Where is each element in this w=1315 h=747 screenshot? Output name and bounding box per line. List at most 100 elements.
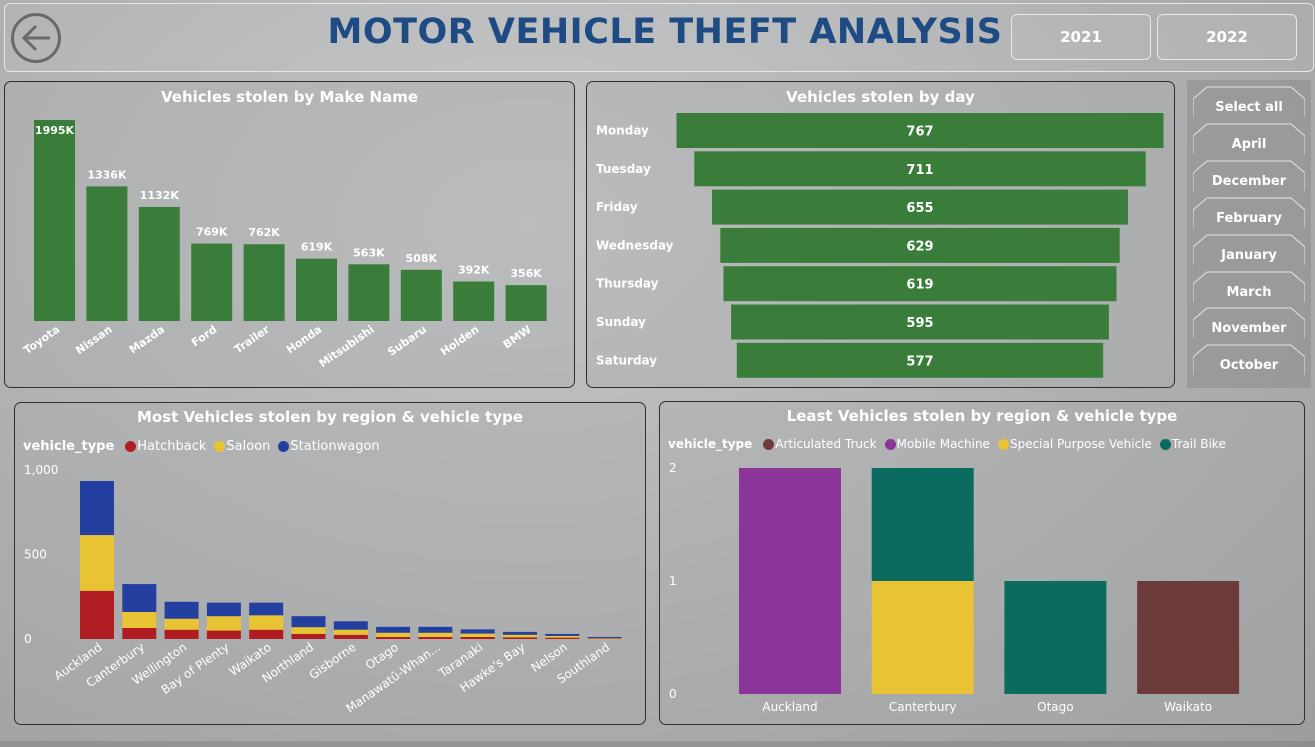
most-bar-hatchback[interactable] <box>249 629 284 639</box>
most-bar-saloon[interactable] <box>418 632 453 637</box>
make-data-label: 769K <box>196 226 228 239</box>
least-bar-trail-bike[interactable] <box>871 468 974 581</box>
day-category-label: Sunday <box>596 315 646 329</box>
most-bar-saloon[interactable] <box>333 629 368 635</box>
year-button-2021[interactable]: 2021 <box>1011 14 1151 60</box>
most-bar-hatchback[interactable] <box>376 636 411 639</box>
most-bar-saloon[interactable] <box>122 611 157 629</box>
legend-title: vehicle_type <box>668 437 753 451</box>
most-bar-saloon[interactable] <box>587 637 622 639</box>
make-bar-toyota[interactable] <box>34 120 75 321</box>
slicer-item-october[interactable]: October <box>1192 344 1306 376</box>
most-bar-stationwagon[interactable] <box>545 633 580 636</box>
least-bar-special-purpose-vehicle[interactable] <box>871 581 974 694</box>
most-bar-hatchback[interactable] <box>164 629 199 639</box>
most-bar-stationwagon[interactable] <box>249 602 284 616</box>
back-button[interactable] <box>11 13 61 63</box>
most-bar-saloon[interactable] <box>249 615 284 630</box>
slicer-item-february[interactable]: February <box>1192 197 1306 229</box>
make-tick-label: Toyota <box>21 323 62 357</box>
day-bar-saturday[interactable] <box>736 342 1104 378</box>
legend-item-hatchback: Hatchback <box>121 439 206 454</box>
least-bar-mobile-machine[interactable] <box>739 468 841 694</box>
most-bar-hatchback[interactable] <box>206 630 241 639</box>
most-bar-hatchback[interactable] <box>80 590 114 639</box>
slicer-item-label: January <box>1221 247 1277 263</box>
make-chart: 1995K Toyota 1336K Nissan 1132K Mazda 769K Ford… <box>21 120 547 370</box>
most-bar-saloon[interactable] <box>164 618 199 630</box>
most-bar-saloon[interactable] <box>80 535 114 591</box>
most-bar-stationwagon[interactable] <box>333 621 368 630</box>
make-bar-nissan[interactable] <box>86 186 128 321</box>
make-bar-mazda[interactable] <box>138 206 180 321</box>
make-bar-trailer[interactable] <box>243 244 285 321</box>
most-bar-hatchback[interactable] <box>545 637 580 639</box>
day-data-label: 595 <box>906 316 933 331</box>
make-bar-honda[interactable] <box>296 258 337 321</box>
most-bar-hatchback[interactable] <box>418 636 453 639</box>
most-bar-hatchback[interactable] <box>333 634 368 639</box>
make-tick-label: Mazda <box>127 323 167 357</box>
most-stolen-title: Most Vehicles stolen by region & vehicle… <box>136 408 524 426</box>
year-button-2022[interactable]: 2022 <box>1157 14 1297 60</box>
slicer-item-april[interactable]: April <box>1192 123 1306 155</box>
most-bar-hatchback[interactable] <box>587 638 622 639</box>
day-chart: 767 Monday 711 Tuesday 655 Friday 629 Wednesday… <box>596 113 1164 378</box>
day-bar-wednesday[interactable] <box>720 227 1120 263</box>
most-bar-stationwagon[interactable] <box>206 602 241 617</box>
most-bar-stationwagon[interactable] <box>80 480 114 536</box>
least-bar-articulated-truck[interactable] <box>1137 581 1240 694</box>
make-bar-holden[interactable] <box>453 281 495 321</box>
least-ytick-label: 2 <box>669 461 677 475</box>
most-bar-saloon[interactable] <box>291 627 326 634</box>
slicer-item-december[interactable]: December <box>1192 160 1306 192</box>
most-bar-stationwagon[interactable] <box>418 626 453 633</box>
most-bar-stationwagon[interactable] <box>460 629 495 634</box>
most-bar-stationwagon[interactable] <box>376 626 411 633</box>
most-bar-hatchback[interactable] <box>503 637 537 639</box>
most-bar-hatchback[interactable] <box>460 636 495 639</box>
most-bar-saloon[interactable] <box>503 634 537 638</box>
most-bar-stationwagon[interactable] <box>587 636 622 638</box>
most-bar-stationwagon[interactable] <box>291 616 326 628</box>
least-ytick-label: 0 <box>669 687 677 701</box>
least-category-label: Auckland <box>762 700 817 714</box>
day-bar-tuesday[interactable] <box>694 151 1146 187</box>
make-data-label: 762K <box>248 226 280 239</box>
most-bar-saloon[interactable] <box>460 633 495 637</box>
make-data-label: 1336K <box>87 168 127 181</box>
make-data-label: 356K <box>510 267 542 280</box>
make-bar-bmw[interactable] <box>505 285 547 321</box>
legend-dot <box>125 441 137 452</box>
slicer-item-january[interactable]: January <box>1192 234 1306 266</box>
day-bar-thursday[interactable] <box>723 266 1117 302</box>
most-bar-saloon[interactable] <box>545 635 580 638</box>
day-bar-monday[interactable] <box>676 113 1164 148</box>
day-category-label: Saturday <box>596 353 657 367</box>
most-bar-saloon[interactable] <box>376 632 411 637</box>
least-category-label: Waikato <box>1164 700 1212 714</box>
most-bar-stationwagon[interactable] <box>503 631 537 635</box>
slicer-item-select-all[interactable]: Select all <box>1192 86 1306 118</box>
make-bar-ford[interactable] <box>191 243 233 321</box>
most-bar-hatchback[interactable] <box>122 628 157 639</box>
legend-item-trail-bike: Trail Bike <box>1156 437 1226 451</box>
slicer-item-march[interactable]: March <box>1192 271 1306 303</box>
day-bar-friday[interactable] <box>712 189 1128 225</box>
most-bar-stationwagon[interactable] <box>164 601 199 619</box>
make-data-label: 392K <box>458 264 490 277</box>
make-tick-label: BMW <box>501 323 534 352</box>
most-bar-stationwagon[interactable] <box>122 584 157 612</box>
least-bar-trail-bike[interactable] <box>1004 581 1107 694</box>
most-ytick-label: 0 <box>24 632 32 646</box>
slicer-item-november[interactable]: November <box>1192 307 1306 339</box>
most-bar-hatchback[interactable] <box>291 633 326 639</box>
make-bar-subaru[interactable] <box>400 269 442 321</box>
legend-title: vehicle_type <box>23 439 115 454</box>
legend-dot <box>214 441 226 452</box>
make-bar-mitsubishi[interactable] <box>348 264 390 321</box>
day-data-label: 619 <box>906 278 933 293</box>
day-bar-sunday[interactable] <box>731 304 1109 340</box>
most-bar-saloon[interactable] <box>206 616 241 631</box>
slicer-item-label: October <box>1219 358 1279 374</box>
